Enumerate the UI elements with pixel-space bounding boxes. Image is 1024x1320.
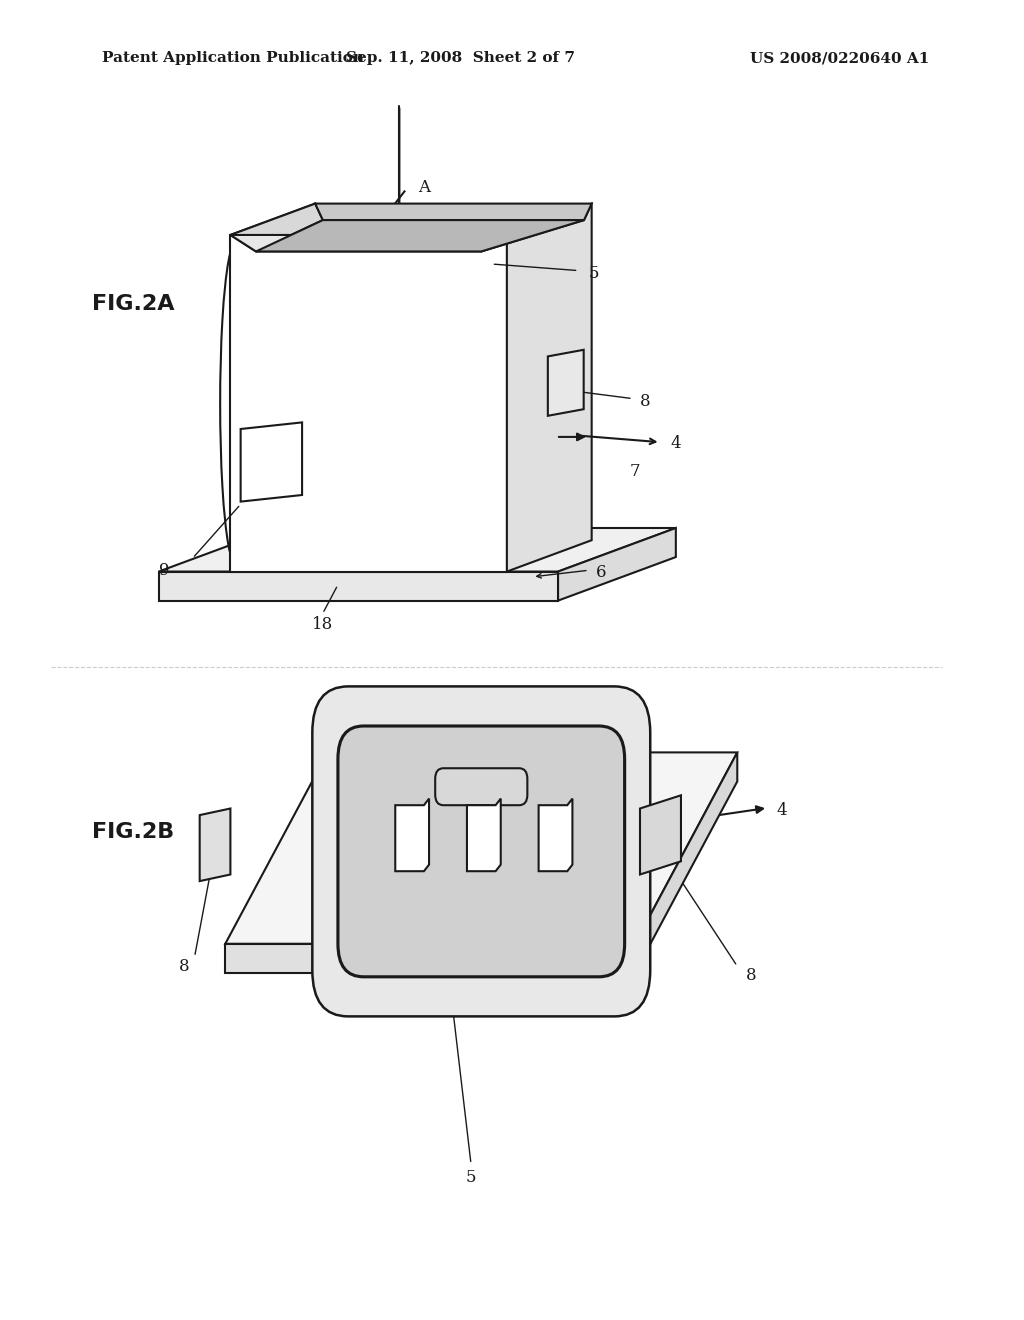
FancyBboxPatch shape: [312, 686, 650, 1016]
Text: 8: 8: [745, 968, 756, 983]
FancyBboxPatch shape: [435, 768, 527, 805]
Polygon shape: [159, 572, 558, 601]
Polygon shape: [558, 528, 676, 601]
Polygon shape: [548, 350, 584, 416]
Text: 4: 4: [776, 803, 786, 818]
Polygon shape: [315, 203, 592, 220]
Polygon shape: [507, 203, 592, 572]
Polygon shape: [467, 799, 501, 871]
Text: Patent Application Publication: Patent Application Publication: [102, 51, 365, 65]
Text: 9: 9: [545, 754, 555, 770]
Text: 8: 8: [640, 393, 650, 409]
Polygon shape: [159, 528, 676, 572]
Polygon shape: [230, 203, 315, 572]
Text: FIG.2B: FIG.2B: [92, 821, 174, 842]
Polygon shape: [200, 808, 230, 882]
Polygon shape: [256, 220, 584, 251]
Polygon shape: [241, 422, 302, 502]
Polygon shape: [481, 203, 592, 251]
Text: US 2008/0220640 A1: US 2008/0220640 A1: [750, 51, 930, 65]
Text: 9: 9: [159, 562, 169, 578]
FancyBboxPatch shape: [338, 726, 625, 977]
Polygon shape: [640, 795, 681, 875]
Polygon shape: [225, 944, 635, 973]
Text: 8: 8: [179, 958, 189, 974]
Text: 18: 18: [312, 616, 334, 632]
Polygon shape: [230, 235, 507, 572]
Text: 4: 4: [671, 436, 681, 451]
Polygon shape: [635, 752, 737, 973]
Text: 5: 5: [466, 1170, 476, 1185]
Polygon shape: [225, 752, 737, 944]
Text: Sep. 11, 2008  Sheet 2 of 7: Sep. 11, 2008 Sheet 2 of 7: [346, 51, 575, 65]
Text: FIG.2A: FIG.2A: [92, 293, 175, 314]
Polygon shape: [395, 799, 429, 871]
Text: 7: 7: [630, 463, 640, 479]
Text: 6: 6: [596, 565, 606, 581]
Polygon shape: [539, 799, 572, 871]
Text: A: A: [418, 180, 430, 195]
Polygon shape: [230, 235, 507, 251]
Text: 5: 5: [589, 265, 599, 281]
Polygon shape: [230, 203, 323, 251]
